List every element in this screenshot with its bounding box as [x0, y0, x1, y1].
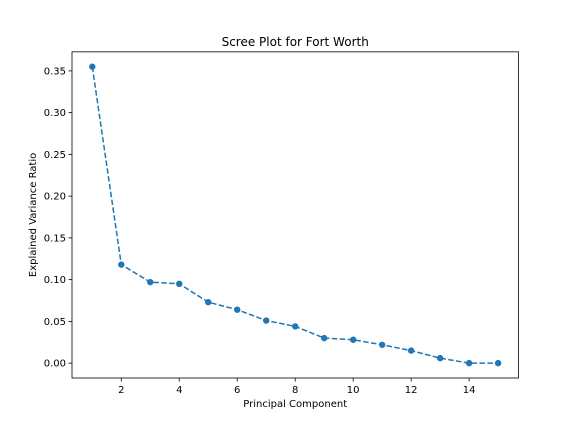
y-axis-label: Explained Variance Ratio [28, 153, 39, 277]
data-point [407, 347, 415, 354]
data-point [205, 298, 212, 306]
data-point [436, 354, 444, 362]
data-point [292, 323, 299, 330]
data-point [465, 359, 473, 367]
data-point [320, 334, 328, 342]
data-point [234, 306, 241, 313]
plot-area [89, 63, 502, 367]
y-tick-label: 0.20 [44, 192, 66, 203]
y-tick-label: 0.05 [44, 317, 66, 328]
chart-title: Scree Plot for Fort Worth [222, 35, 369, 49]
axes-frame [71, 51, 519, 379]
y-tick-label: 0.00 [44, 359, 66, 370]
data-point [176, 280, 183, 288]
y-tick-label: 0.15 [44, 233, 66, 244]
x-tick-label: 2 [118, 385, 124, 396]
data-point [494, 359, 502, 367]
data-point [118, 261, 125, 268]
y-tick-label: 0.35 [44, 66, 66, 77]
axis-ticks: 2 4 6 8 10 12 14 0.00 0.05 0.10 0.15 0.20 0.25 0.30 0.… [44, 66, 476, 396]
data-point [89, 63, 96, 70]
x-axis-label: Principal Component [243, 399, 347, 410]
data-point [263, 317, 270, 324]
y-tick-label: 0.25 [44, 150, 66, 161]
x-tick-label: 4 [176, 385, 182, 396]
x-tick-label: 8 [292, 385, 298, 396]
x-tick-label: 12 [405, 385, 418, 396]
data-point [349, 336, 357, 343]
data-point [147, 278, 154, 286]
x-tick-label: 6 [234, 385, 240, 396]
x-tick-label: 10 [347, 385, 360, 396]
y-tick-label: 0.30 [44, 108, 66, 119]
data-point [378, 341, 386, 348]
y-tick-label: 0.10 [44, 275, 66, 286]
x-tick-label: 14 [463, 385, 476, 396]
